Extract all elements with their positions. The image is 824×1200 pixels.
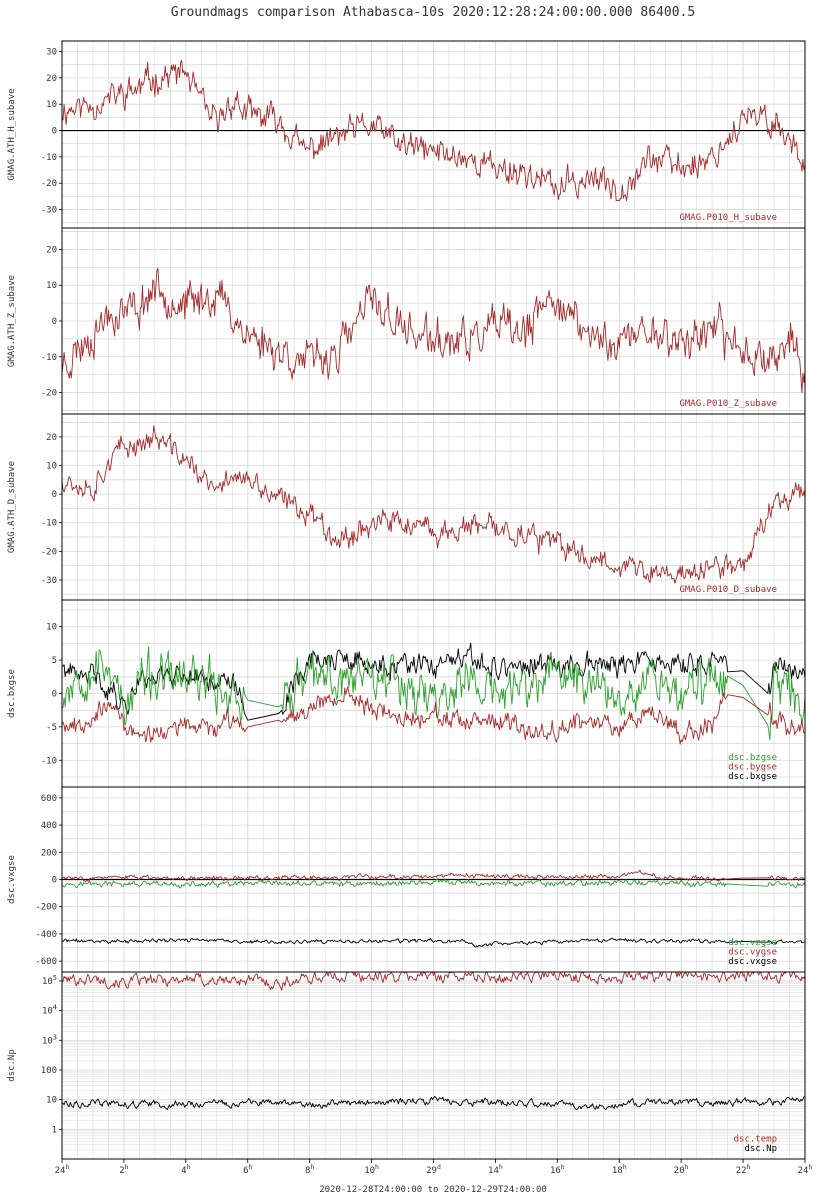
- legend-entry: dsc.bxgse: [728, 772, 777, 782]
- legend-entry: dsc.Np: [744, 1144, 777, 1154]
- y-tick-label: -10: [41, 756, 57, 766]
- y-tick-label: -10: [41, 519, 57, 529]
- y-tick-label: 600: [41, 794, 57, 804]
- legend-entry: dsc.vxgse: [728, 957, 777, 967]
- y-tick-label: -10: [41, 153, 57, 163]
- y-tick-label: 0: [52, 317, 57, 327]
- y-tick-label: 0: [52, 127, 57, 137]
- chart-title: Groundmags comparison Athabasca-10s 2020…: [171, 5, 695, 20]
- series-line-dsc-bzgse: [61, 646, 806, 741]
- y-axis-label: dsc.vxgse: [7, 855, 17, 904]
- y-tick-label: 0: [52, 876, 57, 886]
- y-tick-label: -200: [35, 903, 57, 913]
- y-tick-label: 10: [46, 1096, 57, 1106]
- y-tick-label: 30: [46, 48, 57, 58]
- series-line-dsc-temp: [61, 971, 806, 991]
- legend-entry: dsc.bzgse: [728, 753, 777, 763]
- y-tick-label: 400: [41, 821, 57, 831]
- y-tick-label: 5: [52, 656, 57, 666]
- panel-3: -30 -20 -10 0 10 20 GMAG.P010_D_subave GMAG.ATH…: [7, 413, 806, 601]
- series-line-gmag-p010-d-subave: [61, 425, 806, 584]
- y-tick-label: 20: [46, 74, 57, 84]
- panel-5: -600 -400 -200 0 200 400 600 dsc.vzgsedsc.vygse…: [7, 786, 806, 973]
- y-tick-label: -20: [41, 389, 57, 399]
- series-line-dsc-bxgse: [61, 642, 806, 721]
- y-tick-label: 10: [46, 462, 57, 472]
- y-tick-label: 1: [52, 1125, 57, 1135]
- y-tick-label: 10: [46, 100, 57, 110]
- series-line-gmag-p010-z-subave: [61, 267, 806, 394]
- y-tick-label: -20: [41, 547, 57, 557]
- time-range-footer: 2020-12-28T24:00:00 to 2020-12-29T24:00:…: [319, 1185, 547, 1195]
- x-tick-label: 6h: [243, 1163, 252, 1176]
- series-line-dsc-bygse: [61, 686, 806, 745]
- x-tick-label: 4h: [181, 1163, 190, 1176]
- y-tick-label: -30: [41, 206, 57, 216]
- series-line-dsc-vygse: [61, 869, 806, 882]
- y-axis-label: dsc.bxgse: [7, 669, 17, 718]
- panel-1: -30 -20 -10 0 10 20 30 GMAG.P010_H_subave GMAG.A…: [7, 40, 806, 229]
- y-tick-label: 20: [46, 245, 57, 255]
- y-tick-label: 20: [46, 433, 57, 443]
- legend-entry: GMAG.P010_D_subave: [679, 585, 777, 595]
- series-line-dsc-np: [61, 1095, 806, 1111]
- y-tick-label: -20: [41, 179, 57, 189]
- legend-entry: GMAG.P010_Z_subave: [679, 399, 777, 409]
- panel-2: -20 -10 0 10 20 GMAG.P010_Z_subave GMAG.ATH_Z_…: [7, 227, 806, 415]
- y-tick-label: 10: [46, 281, 57, 291]
- y-axis-label: GMAG.ATH_D_subave: [7, 461, 17, 553]
- y-tick-label: -5: [46, 723, 57, 733]
- y-tick-label: -600: [35, 957, 57, 967]
- series-line-gmag-p010-h-subave: [61, 60, 806, 202]
- y-tick-label: -10: [41, 353, 57, 363]
- y-tick-label: -400: [35, 930, 57, 940]
- legend-entry: GMAG.P010_H_subave: [679, 213, 777, 223]
- series-line-dsc-vzgse: [61, 877, 806, 889]
- y-axis-label: GMAG.ATH_H_subave: [7, 88, 17, 180]
- y-tick-label: 0: [52, 690, 57, 700]
- y-tick-label: 100: [41, 1066, 57, 1076]
- x-tick-label: 2h: [119, 1163, 128, 1176]
- panel-4: -10-50510dsc.bzgsedsc.bygsedsc.bxgsedsc.…: [7, 599, 806, 788]
- legend-entry: dsc.temp: [734, 1135, 777, 1145]
- y-axis-label: GMAG.ATH_Z_subave: [7, 275, 17, 367]
- legend-entry: dsc.vygse: [728, 948, 777, 958]
- x-tick-label: 8h: [305, 1163, 314, 1176]
- y-tick-label: 200: [41, 848, 57, 858]
- y-tick-label: -30: [41, 576, 57, 586]
- legend-entry: dsc.bygse: [728, 763, 777, 773]
- y-tick-label: 10: [46, 623, 57, 633]
- legend-entry: dsc.vzgse: [728, 938, 777, 948]
- y-axis-label: dsc.Np: [7, 1049, 17, 1082]
- series-line-dsc-vxgse: [61, 937, 806, 948]
- y-tick-label: 0: [52, 490, 57, 500]
